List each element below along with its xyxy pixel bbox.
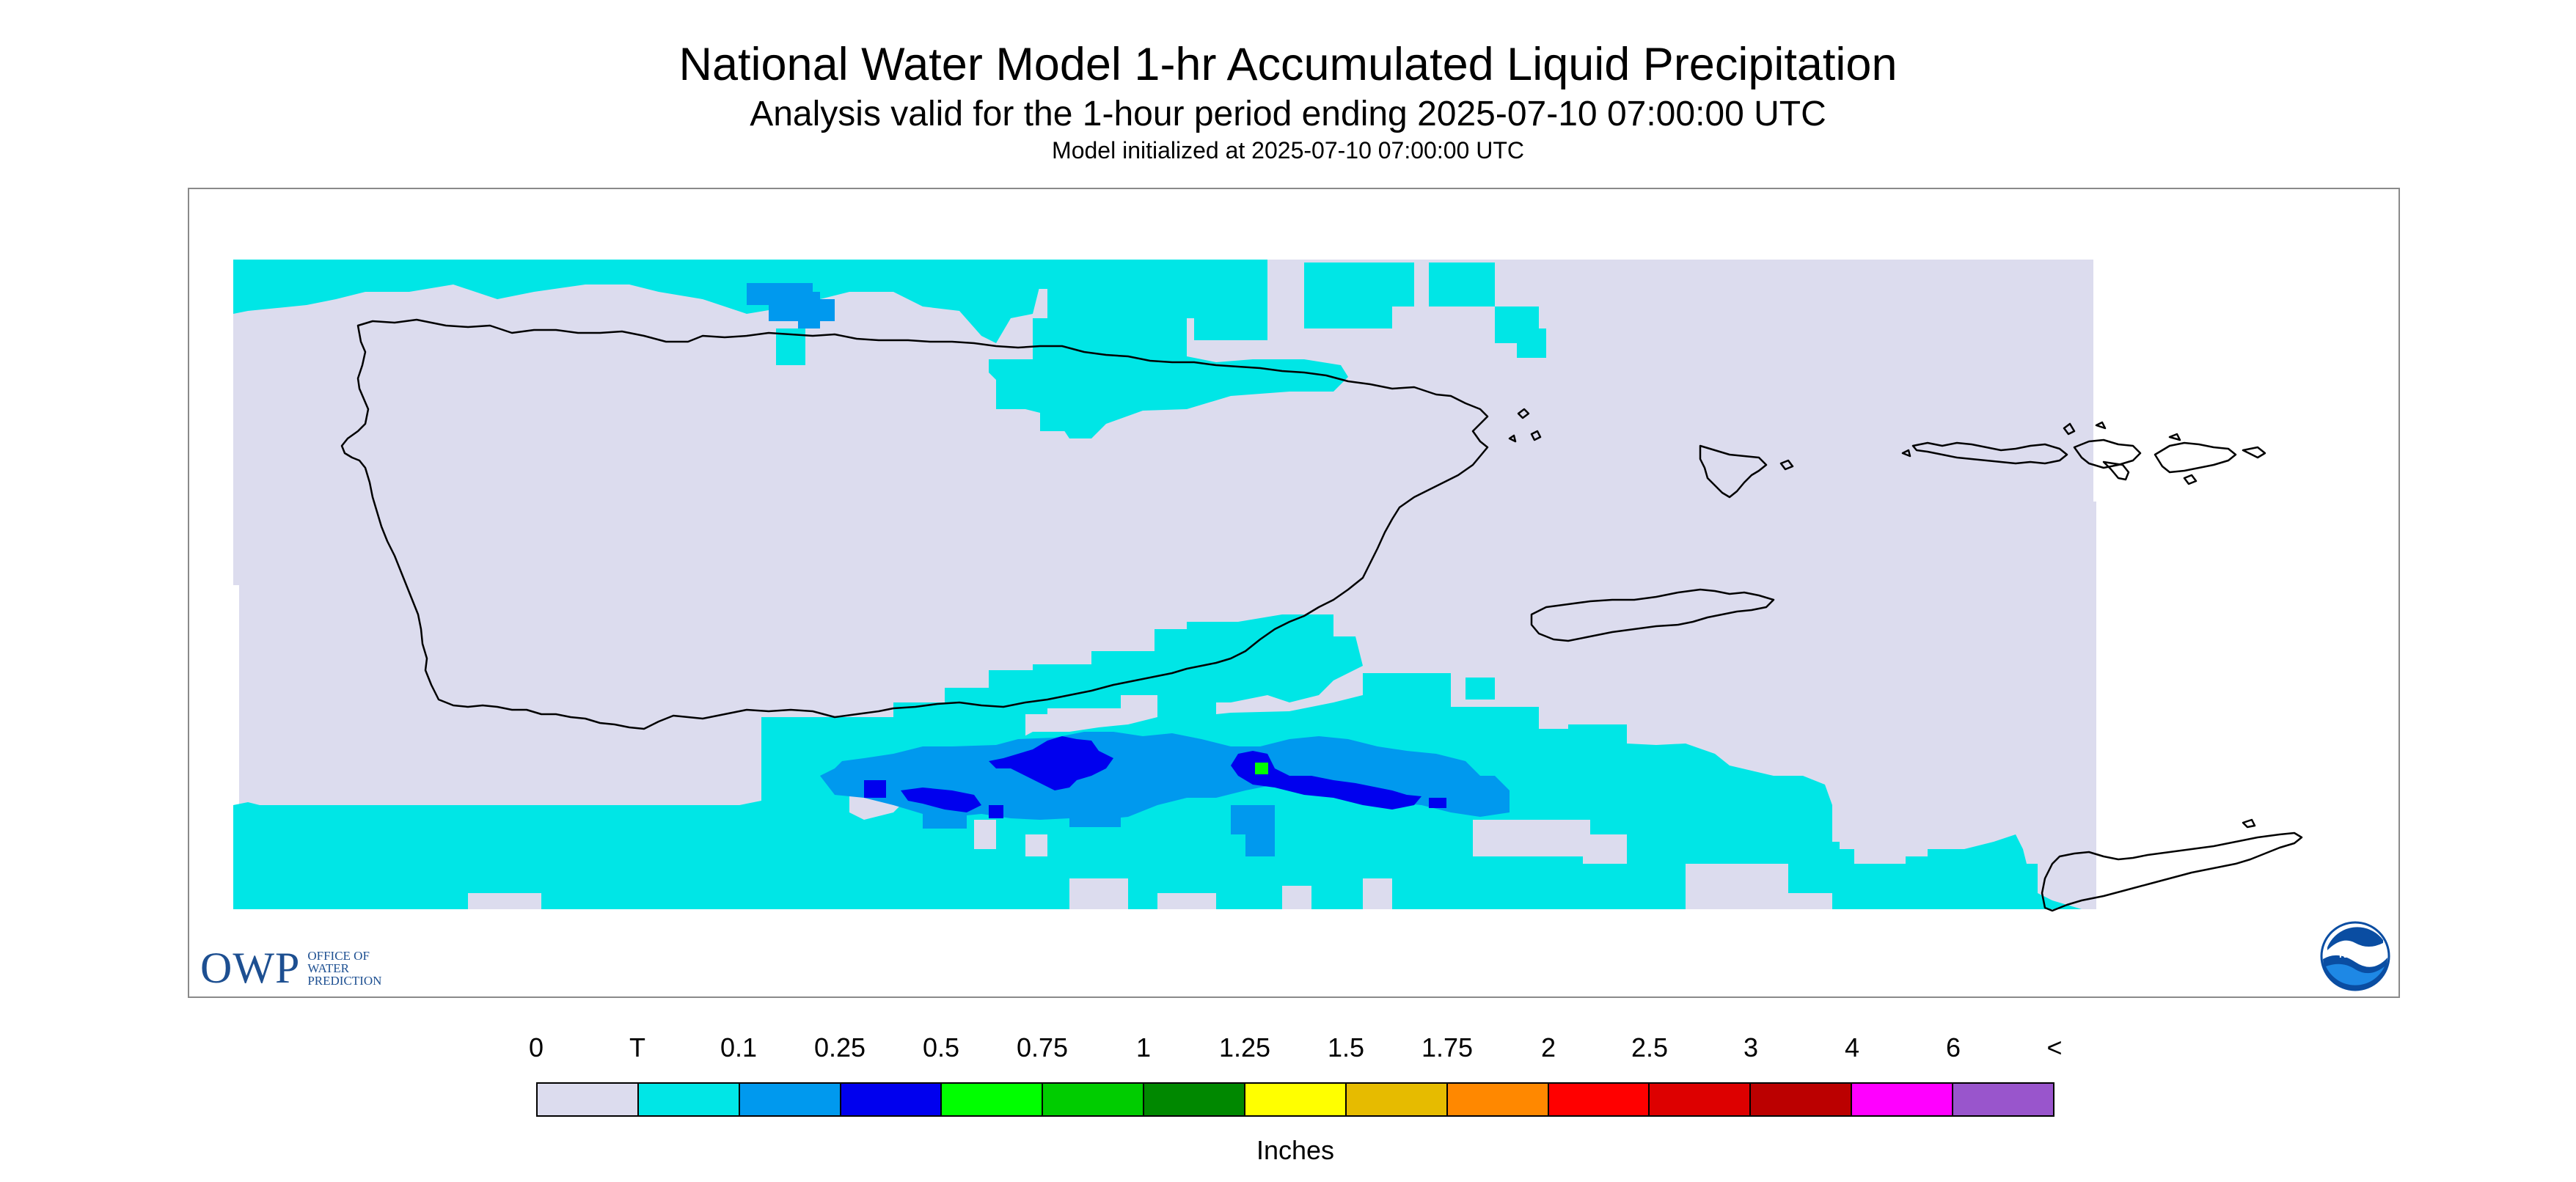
legend-swatch: [1346, 1084, 1448, 1115]
coastline-outlines: [340, 318, 2303, 912]
legend-tick-label: 0.25: [813, 1032, 866, 1062]
legend-tick-label: 0.1: [720, 1032, 758, 1062]
chart-title: National Water Model 1-hr Accumulated Li…: [678, 39, 1898, 90]
legend-swatch: [1852, 1084, 1954, 1115]
noaa-text: NOAA: [2339, 948, 2371, 961]
legend-tick-label: <: [2046, 1032, 2063, 1062]
precip-zero-gaps: [468, 783, 1928, 909]
culebra-outline: [1699, 444, 1768, 499]
st-thomas-outline: [1911, 441, 2068, 465]
legend-swatch: [638, 1084, 740, 1115]
legend-tick-label: 0: [528, 1032, 544, 1062]
precipitation-legend: 0 T 0.1 0.25 0.5 0.75 1 1.25 1.5 1.75 2 …: [529, 1031, 2063, 1178]
legend-tick-label: 0.75: [1016, 1032, 1069, 1062]
st-croix-outline: [2041, 832, 2303, 912]
precip-light-blue-areas: [747, 283, 1510, 856]
owp-logo: OWP Office of Water Prediction: [200, 943, 417, 992]
legend-tick-label: 0.5: [922, 1032, 960, 1062]
precipitation-map: [233, 260, 2303, 912]
legend-swatch: [538, 1084, 639, 1115]
legend-color-bar: [536, 1082, 2054, 1117]
legend-tick-label: 1: [1135, 1032, 1152, 1062]
legend-swatch: [1953, 1084, 2053, 1115]
precip-green-area: [1255, 763, 1268, 774]
legend-tick-label: T: [629, 1032, 645, 1062]
map-frame: [188, 188, 2400, 998]
legend-tick-label: 1.25: [1218, 1032, 1271, 1062]
vieques-outline: [1530, 588, 1775, 642]
legend-tick-label: 1.5: [1327, 1032, 1365, 1062]
noaa-seal-icon: NOAA: [2320, 921, 2390, 991]
legend-swatch: [1144, 1084, 1246, 1115]
legend-tick-label: 1.75: [1421, 1032, 1474, 1062]
legend-swatch: [1751, 1084, 1853, 1115]
legend-swatch: [942, 1084, 1044, 1115]
precip-dark-blue-areas: [864, 736, 1446, 818]
owp-logo-text: Office of Water Prediction: [307, 948, 382, 988]
legend-swatch: [1043, 1084, 1145, 1115]
owp-logo-letters: OWP: [200, 943, 301, 992]
legend-tick-label: 2: [1540, 1032, 1556, 1062]
legend-unit-label: Inches: [1256, 1135, 1335, 1165]
legend-swatch: [1548, 1084, 1650, 1115]
legend-swatch: [1245, 1084, 1347, 1115]
legend-tick-label: 3: [1743, 1032, 1759, 1062]
legend-swatch: [1447, 1084, 1549, 1115]
puerto-rico-outline: [340, 318, 1489, 730]
legend-swatch: [841, 1084, 943, 1115]
chart-subtitle: Analysis valid for the 1-hour period end…: [750, 95, 1826, 133]
legend-tick-label: 4: [1844, 1032, 1860, 1062]
legend-tick-label: 6: [1945, 1032, 1961, 1062]
legend-swatch: [1650, 1084, 1752, 1115]
legend-tick-label: 2.5: [1631, 1032, 1669, 1062]
legend-swatch: [739, 1084, 841, 1115]
model-init-label: Model initialized at 2025-07-10 07:00:00…: [1052, 137, 1524, 164]
